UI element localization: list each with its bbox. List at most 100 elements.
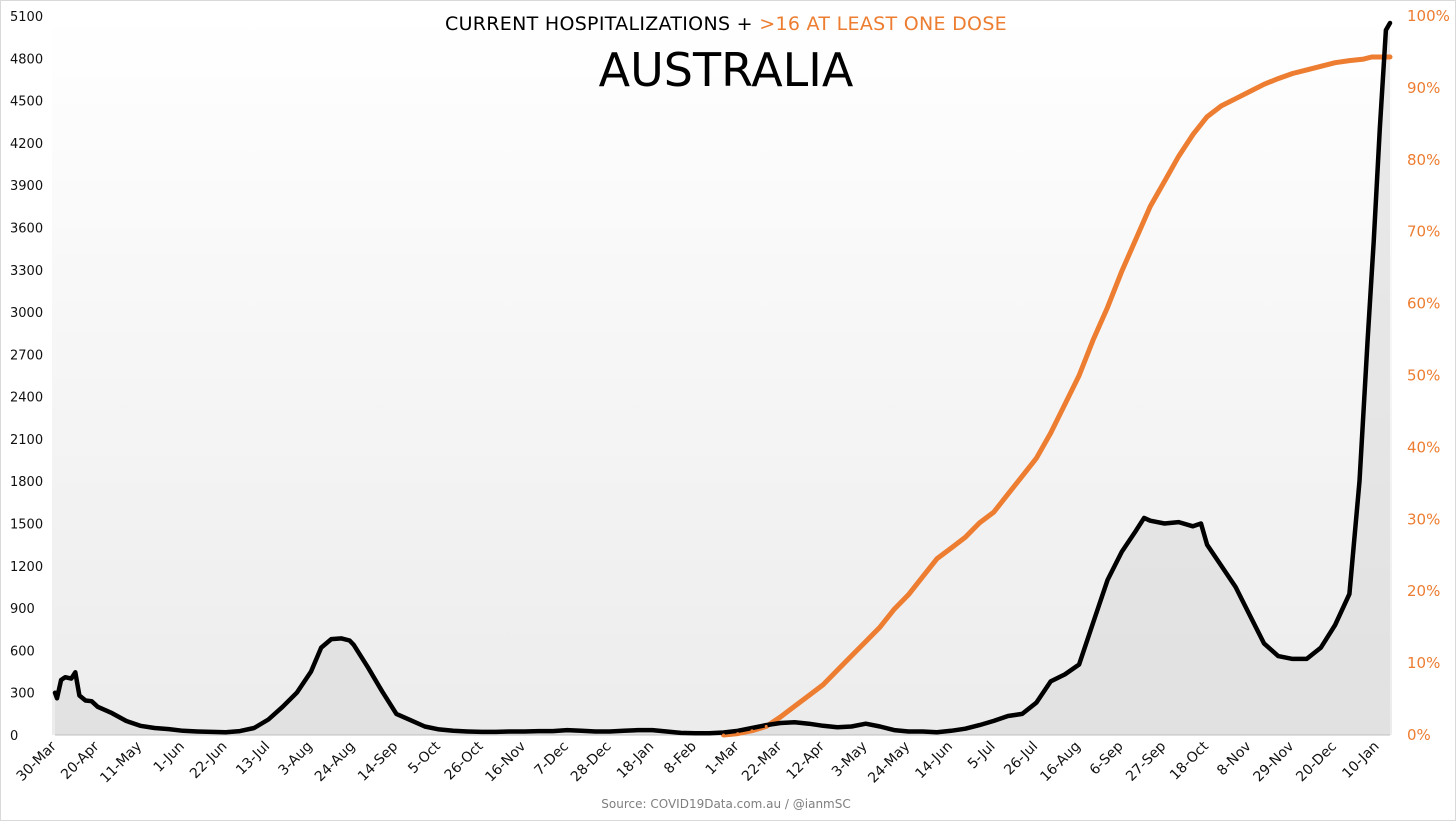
hospitalization-line	[52, 20, 1393, 736]
vaccination-point	[778, 715, 782, 719]
x-tick-label: 20-Apr	[58, 738, 103, 783]
vaccination-point	[1106, 305, 1110, 309]
vaccination-point	[949, 546, 953, 550]
hospitalization-point	[1120, 550, 1124, 553]
vaccination-point	[1177, 154, 1181, 158]
hospitalization-point	[124, 719, 128, 723]
x-tick-label: 16-Nov	[482, 739, 529, 786]
y-right-tick: 10%	[1407, 654, 1440, 672]
hospitalization-point	[395, 712, 398, 716]
source-note: Source: COVID19Data.com.au / @ianmSC	[601, 797, 850, 811]
vaccination-point	[892, 607, 896, 611]
hospitalization-point	[1388, 21, 1392, 25]
y-left-tick: 1800	[10, 475, 43, 490]
hospitalization-point	[238, 729, 242, 733]
hospitalization-point	[921, 730, 924, 733]
hospitalization-point	[907, 730, 910, 733]
hospitalization-point	[978, 723, 981, 727]
hospitalization-point	[409, 719, 412, 722]
chart-title: AUSTRALIA	[599, 43, 854, 97]
hospitalization-point	[1134, 529, 1138, 532]
vaccination-point	[1319, 64, 1323, 68]
y-left-tick: 2400	[10, 391, 43, 406]
y-right-tick: 60%	[1407, 295, 1440, 313]
y-right-tick: 80%	[1407, 151, 1440, 169]
hospitalization-point	[480, 730, 483, 734]
hospitalization-point	[494, 730, 498, 734]
x-tick-label: 14-Sep	[355, 738, 401, 784]
hospitalization-point	[1092, 621, 1095, 624]
x-tick-label: 10-Jan	[1339, 739, 1382, 782]
hospitalization-point	[1372, 240, 1375, 243]
hospitalization-point	[551, 729, 554, 733]
hospitalization-point	[74, 671, 77, 674]
hospitalization-point	[330, 637, 333, 641]
x-tick-label: 3-May	[829, 739, 871, 781]
hospitalization-point	[736, 729, 739, 732]
hospitalization-point	[850, 725, 853, 728]
hospitalization-point	[608, 730, 611, 733]
y-left-tick: 3900	[10, 179, 43, 194]
hospitalization-point	[224, 731, 227, 734]
hospitalization-point	[281, 705, 284, 708]
hospitalization-point	[651, 728, 654, 732]
hospitalization-point	[1142, 516, 1146, 520]
vaccination-point	[793, 704, 797, 708]
hospitalization-point	[1366, 339, 1369, 342]
hospitalization-point	[1305, 657, 1308, 661]
hospitalization-point	[935, 731, 939, 734]
hospitalization-point	[90, 700, 93, 703]
hospitalization-point	[366, 666, 370, 669]
x-tick-label: 26-Oct	[442, 738, 487, 783]
hospitalization-point	[70, 677, 73, 680]
hospitalization-point	[580, 729, 583, 732]
hospitalization-point	[139, 724, 142, 727]
vaccination-point	[807, 694, 811, 697]
hospitalization-point	[864, 722, 867, 725]
vaccination-point	[1134, 237, 1138, 241]
x-tick-label: 22-Mar	[739, 738, 785, 784]
x-tick-label: 28-Dec	[568, 739, 615, 786]
hospitalization-point	[1220, 564, 1223, 567]
hospitalization-point	[59, 678, 63, 682]
vaccination-point	[750, 729, 754, 733]
y-left-tick: 5100	[10, 10, 43, 25]
hospitalization-point	[309, 670, 313, 673]
y-left-tick: 2100	[10, 433, 43, 448]
y-right-tick: 90%	[1407, 79, 1440, 97]
hospitalization-point	[1384, 28, 1388, 32]
y-left-tick: 3300	[10, 264, 43, 279]
vaccination-point	[1347, 59, 1351, 63]
x-tick-label: 18-Jan	[614, 739, 657, 782]
vaccination-point	[1034, 456, 1038, 460]
hospitalization-point	[537, 729, 540, 733]
x-tick-label: 1-Jun	[151, 739, 188, 776]
hospitalization-point	[437, 728, 441, 731]
hospitalization-point	[110, 711, 114, 715]
hospitalization-point	[679, 731, 682, 735]
x-tick-label: 20-Dec	[1293, 739, 1340, 786]
hospitalization-point	[1063, 673, 1067, 676]
x-tick-label: 22-Jun	[187, 739, 231, 783]
hospitalization-point	[1035, 701, 1038, 704]
hospitalization-point	[992, 719, 995, 723]
vaccination-point	[1120, 269, 1124, 273]
x-tick-label: 18-Oct	[1167, 738, 1212, 783]
hospitalization-point	[267, 718, 270, 721]
hospitalization-point	[63, 676, 67, 679]
hospitalization-point	[320, 646, 323, 649]
hospitalization-point	[665, 730, 668, 733]
hospitalization-point	[893, 728, 896, 732]
vaccination-point	[1091, 338, 1095, 341]
vaccination-point	[1333, 61, 1337, 65]
hospitalization-fill	[55, 23, 1390, 735]
y-left-tick: 3600	[10, 221, 43, 236]
x-tick-label: 6-Sep	[1087, 738, 1127, 778]
vaccination-point	[935, 557, 939, 561]
hospitalization-point	[167, 727, 170, 731]
vaccination-point	[992, 510, 996, 514]
x-tick-label: 8-Nov	[1214, 739, 1255, 780]
vaccination-point	[1291, 72, 1294, 75]
x-tick-label: 13-Jul	[233, 739, 273, 779]
